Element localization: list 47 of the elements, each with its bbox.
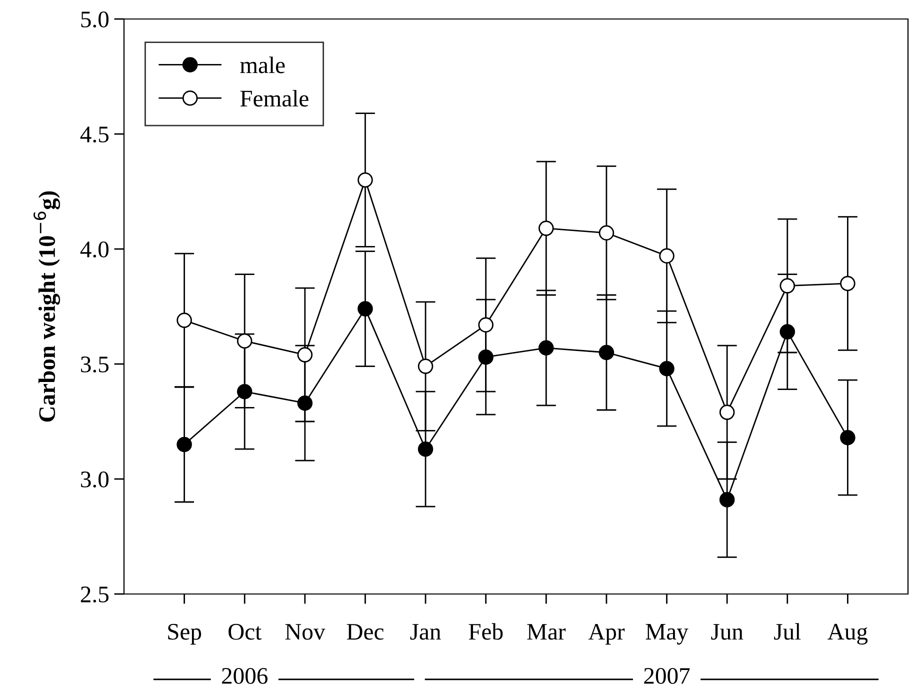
x-tick-label: Jan — [410, 624, 441, 640]
point — [297, 395, 313, 411]
y-axis-title: Carbon weight (10$^{−6}$g) — [34, 191, 60, 422]
point — [780, 278, 796, 294]
x-tick-label: Apr — [588, 624, 625, 645]
x-tick-label: Oct — [228, 624, 262, 640]
point — [719, 404, 735, 420]
point — [358, 301, 373, 316]
point — [297, 347, 313, 362]
point — [236, 333, 252, 349]
point — [418, 441, 434, 457]
x-tick-label: Aug — [828, 624, 868, 645]
point — [840, 276, 856, 292]
point — [478, 349, 494, 365]
point — [659, 360, 674, 376]
point — [598, 344, 614, 360]
point — [538, 220, 554, 236]
x-tick-label: Dec — [346, 624, 384, 640]
point — [780, 324, 796, 340]
point — [418, 358, 434, 374]
y-tick-label: 4.5 — [80, 126, 108, 143]
y-tick-label: 3.5 — [81, 356, 108, 373]
point — [358, 172, 373, 188]
y-tick-label: 4.0 — [80, 241, 109, 258]
point — [840, 430, 856, 446]
point — [478, 317, 494, 333]
point — [236, 384, 252, 400]
y-tick-label: 3.0 — [81, 471, 109, 488]
point — [538, 340, 554, 356]
point — [719, 492, 735, 508]
x-tick-label: Jul — [774, 623, 801, 640]
point — [176, 312, 192, 328]
point — [659, 248, 674, 264]
x-tick-label: Feb — [468, 623, 503, 640]
legend-label: Female — [240, 90, 308, 107]
text: 2007 — [644, 668, 690, 684]
point — [598, 225, 614, 241]
x-tick-label: May — [646, 624, 688, 645]
x-tick-label: Jun — [711, 624, 744, 640]
x-tick-label: Mar — [527, 624, 566, 640]
text: 2006 — [222, 668, 268, 684]
y-tick-label: 2.5 — [80, 586, 108, 603]
x-tick-label: Nov — [285, 624, 326, 640]
y-tick-label: 5.0 — [81, 11, 109, 28]
x-tick-label: Sep — [168, 624, 202, 645]
point — [176, 436, 192, 452]
legend-label: male — [240, 56, 285, 74]
